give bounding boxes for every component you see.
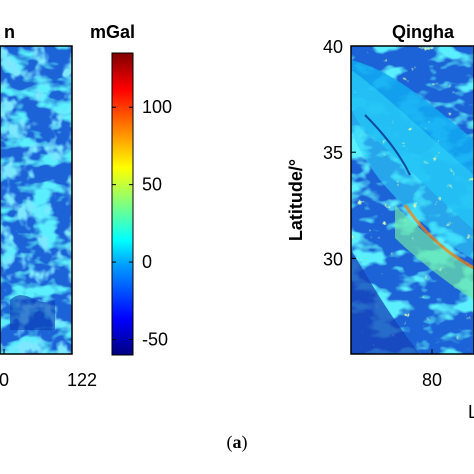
left-x-tick-label-1: 122 bbox=[67, 370, 97, 390]
colorbar-ticks: 100 50 0 -50 bbox=[112, 97, 172, 350]
right-map-frame bbox=[350, 45, 474, 355]
left-map-low-zone bbox=[10, 295, 55, 330]
left-x-tick-label-0: 0 bbox=[0, 370, 9, 390]
right-map-south-low bbox=[351, 250, 420, 354]
colorbar-tick-label: 100 bbox=[142, 97, 172, 117]
colorbar-unit: mGal bbox=[90, 22, 135, 42]
left-map-panel: n 0 122 bbox=[0, 22, 97, 390]
colorbar-tick-label: 50 bbox=[142, 175, 162, 195]
left-map-frame bbox=[0, 45, 73, 355]
colorbar-tick-label: 0 bbox=[142, 252, 152, 272]
right-map-basin-line bbox=[364, 114, 411, 176]
panel-caption: (a) bbox=[0, 432, 474, 453]
right-map-plateau-core bbox=[351, 70, 474, 260]
right-y-axis-label: Latitude/° bbox=[286, 159, 306, 241]
right-y-ticks: 40 35 30 bbox=[323, 37, 356, 269]
colorbar-tick-label: -50 bbox=[142, 330, 168, 350]
right-map-title: Qingha bbox=[392, 22, 455, 42]
colorbar: mGal 100 50 0 -50 bbox=[90, 22, 172, 356]
right-y-tick-label: 30 bbox=[323, 249, 343, 269]
right-map-range-line bbox=[403, 204, 474, 270]
right-y-tick-label: 40 bbox=[323, 37, 343, 57]
right-x-tick-label-0: 80 bbox=[422, 370, 442, 390]
right-map-ridge-zone bbox=[395, 205, 474, 300]
caption-open: ( bbox=[226, 432, 233, 452]
caption-close: ) bbox=[241, 432, 248, 452]
left-x-ticks: 0 122 bbox=[0, 349, 97, 390]
caption-letter: a bbox=[232, 432, 242, 452]
right-x-ticks: 80 L bbox=[422, 349, 474, 422]
right-x-axis-label-fragment: L bbox=[468, 402, 474, 422]
right-y-tick-label: 35 bbox=[323, 143, 343, 163]
left-map-title: n bbox=[4, 22, 15, 42]
right-map-panel: Qingha Latitude/° 40 35 30 80 L bbox=[286, 22, 474, 422]
colorbar-scale bbox=[111, 52, 134, 356]
